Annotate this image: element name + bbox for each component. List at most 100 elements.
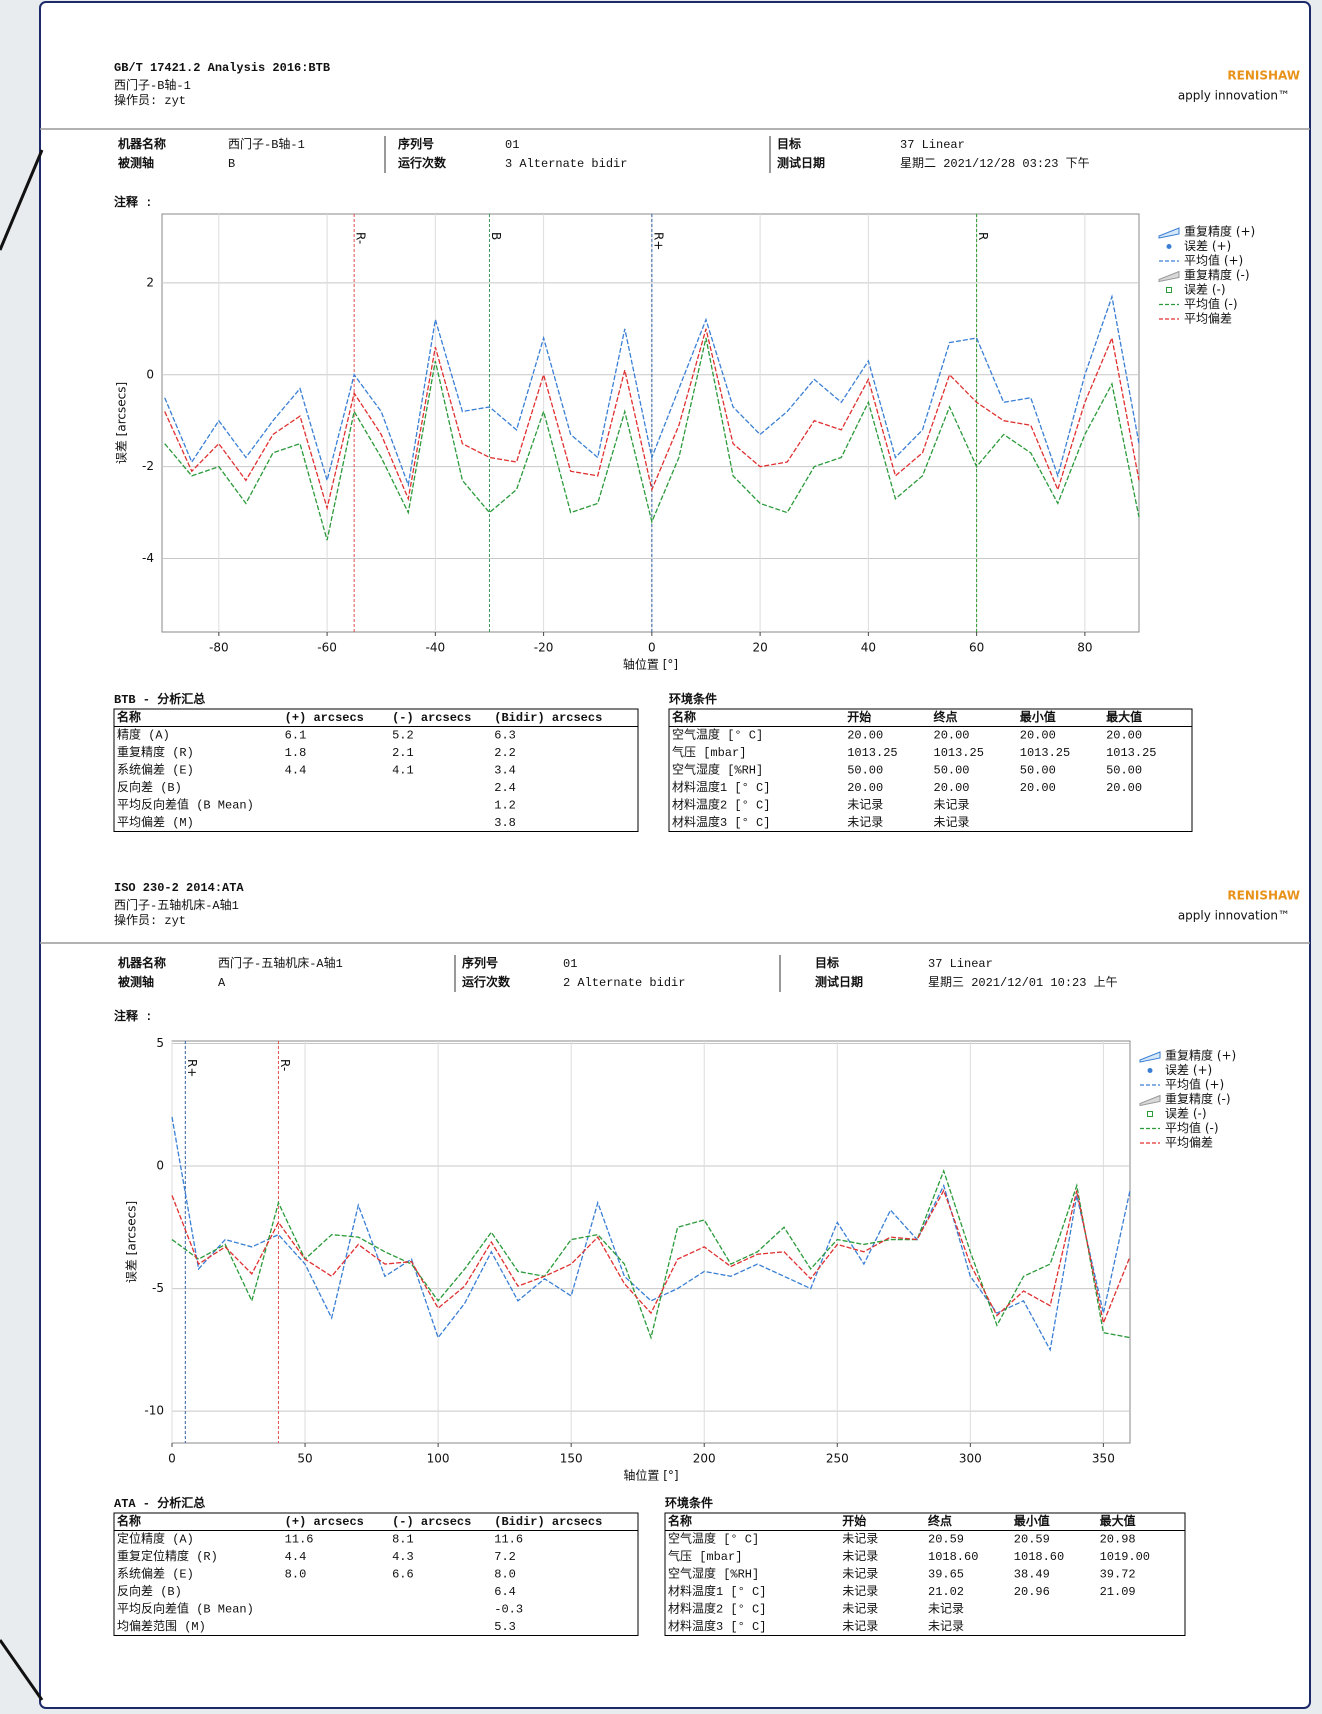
x-tick-label: 0 — [648, 641, 656, 655]
tagline: apply innovation™ — [1178, 909, 1290, 923]
table-cell: 38.49 — [1014, 1567, 1050, 1581]
table-cell: 空气湿度 [%RH] — [672, 761, 763, 777]
table-border — [113, 1512, 639, 1636]
table-header: (-) arcsecs — [392, 1515, 471, 1529]
series-line — [164, 328, 1140, 511]
legend-label: 平均偏差 — [1184, 311, 1232, 326]
legend-label: 误差 (+) — [1165, 1063, 1212, 1077]
table-border — [668, 708, 1193, 832]
table-header: (+) arcsecs — [285, 1515, 364, 1529]
notes-label: 注释 : — [114, 1008, 152, 1024]
table-cell: 均偏差范围 (M) — [117, 1618, 206, 1634]
operator: 操作员: zyt — [114, 92, 186, 108]
table-cell: 材料温度2 [° C] — [672, 796, 770, 812]
x-tick-label: -40 — [426, 641, 446, 655]
x-tick-label: -80 — [209, 641, 229, 655]
table-cell: 材料温度1 [° C] — [668, 1583, 766, 1599]
legend-label: 平均偏差 — [1165, 1135, 1213, 1150]
info-value: 01 — [563, 957, 577, 971]
subtitle: 西门子-B轴-1 — [114, 77, 191, 93]
table-cell: 20.00 — [1020, 781, 1056, 795]
info-label: 测试日期 — [777, 155, 825, 171]
table-cell: 未记录 — [928, 1619, 964, 1634]
table-cell: 20.00 — [1106, 781, 1142, 795]
table-cell: 未记录 — [847, 797, 883, 812]
table-cell: 8.1 — [392, 1532, 414, 1546]
table-cell: 材料温度3 [° C] — [668, 1618, 766, 1634]
table-cell: 20.59 — [1014, 1532, 1050, 1546]
info-label: 目标 — [815, 955, 839, 971]
x-tick-label: 80 — [1077, 641, 1092, 655]
table-header: 名称 — [672, 709, 696, 725]
table-cell: 1018.60 — [1014, 1550, 1064, 1564]
info-label: 被测轴 — [118, 974, 154, 990]
legend-symbol — [1139, 1094, 1161, 1107]
annotation-label: R- — [354, 232, 368, 244]
table-cell: 精度 (A) — [117, 726, 170, 742]
series-line — [164, 337, 1140, 541]
y-tick-label: -10 — [144, 1404, 164, 1418]
table-cell: 平均反向差值 (B Mean) — [117, 796, 254, 812]
y-tick-label: 2 — [146, 275, 154, 289]
table-border — [664, 1512, 1186, 1636]
table-cell: 未记录 — [934, 797, 970, 812]
legend-symbol — [1147, 1111, 1153, 1117]
y-tick-label: 0 — [156, 1159, 164, 1173]
legend-label: 误差 (+) — [1184, 239, 1231, 253]
x-tick-label: 250 — [826, 1452, 849, 1466]
plot-area — [171, 1040, 1131, 1444]
table-cell: 1.2 — [494, 798, 516, 812]
table-header: (-) arcsecs — [392, 711, 471, 725]
x-axis-label: 轴位置 [°] — [623, 1468, 678, 1483]
x-tick-label: 20 — [752, 641, 767, 655]
table-cell: 5.3 — [494, 1620, 516, 1634]
table-cell: 系统偏差 (E) — [117, 1565, 194, 1581]
table-cell: 50.00 — [1020, 763, 1056, 777]
table-cell: 空气温度 [° C] — [672, 726, 763, 742]
table-header: 终点 — [928, 1513, 952, 1529]
x-tick-label: -60 — [317, 641, 337, 655]
x-tick-label: 60 — [969, 641, 984, 655]
y-tick-label: 0 — [146, 367, 154, 381]
table-cell: 未记录 — [847, 815, 883, 830]
info-label: 序列号 — [398, 136, 434, 152]
legend-symbol — [1158, 227, 1180, 239]
series-line — [171, 1168, 1131, 1340]
table-cell: 气压 [mbar] — [672, 744, 746, 760]
table-cell: 未记录 — [842, 1619, 878, 1634]
table-header: 名称 — [668, 1513, 692, 1529]
table-cell: 4.4 — [285, 1550, 307, 1564]
series-line — [171, 1116, 1131, 1352]
table-cell: 20.00 — [847, 728, 883, 742]
y-axis-label: 误差 [arcsecs] — [115, 382, 129, 464]
table-cell: 1013.25 — [934, 746, 984, 760]
annotation-label: R+ — [185, 1059, 199, 1077]
legend-label: 误差 (-) — [1165, 1107, 1207, 1121]
table-cell: 4.3 — [392, 1550, 414, 1564]
decoration — [0, 149, 44, 1701]
table-cell: 20.96 — [1014, 1585, 1050, 1599]
info-label: 被测轴 — [118, 155, 154, 171]
table-cell: 反向差 (B) — [117, 1583, 182, 1599]
legend-label: 误差 (-) — [1184, 283, 1226, 297]
y-tick-label: 5 — [156, 1036, 164, 1050]
annotation-label: R- — [278, 1059, 292, 1071]
x-tick-label: 150 — [560, 1452, 583, 1466]
table-cell: 空气湿度 [%RH] — [668, 1565, 759, 1581]
legend-label: 平均值 (+) — [1184, 253, 1243, 268]
info-label: 运行次数 — [398, 155, 447, 171]
table-cell: 20.00 — [1106, 728, 1142, 742]
info-value: 星期三 2021/12/01 10:23 上午 — [928, 975, 1118, 990]
table-cell: 3.8 — [494, 816, 516, 830]
operator: 操作员: zyt — [114, 912, 186, 928]
table-cell: 4.4 — [285, 763, 307, 777]
legend-label: 平均值 (+) — [1165, 1077, 1224, 1092]
table-cell: 7.2 — [494, 1550, 516, 1564]
info-value: 西门子-五轴机床-A轴1 — [218, 955, 343, 971]
x-tick-label: 100 — [427, 1452, 450, 1466]
legend-symbol — [1139, 1051, 1161, 1063]
table-cell: 39.72 — [1100, 1567, 1136, 1581]
table-header: (Bidir) arcsecs — [494, 1515, 602, 1529]
tagline: apply innovation™ — [1178, 89, 1290, 103]
annotation-label: R — [976, 232, 990, 240]
